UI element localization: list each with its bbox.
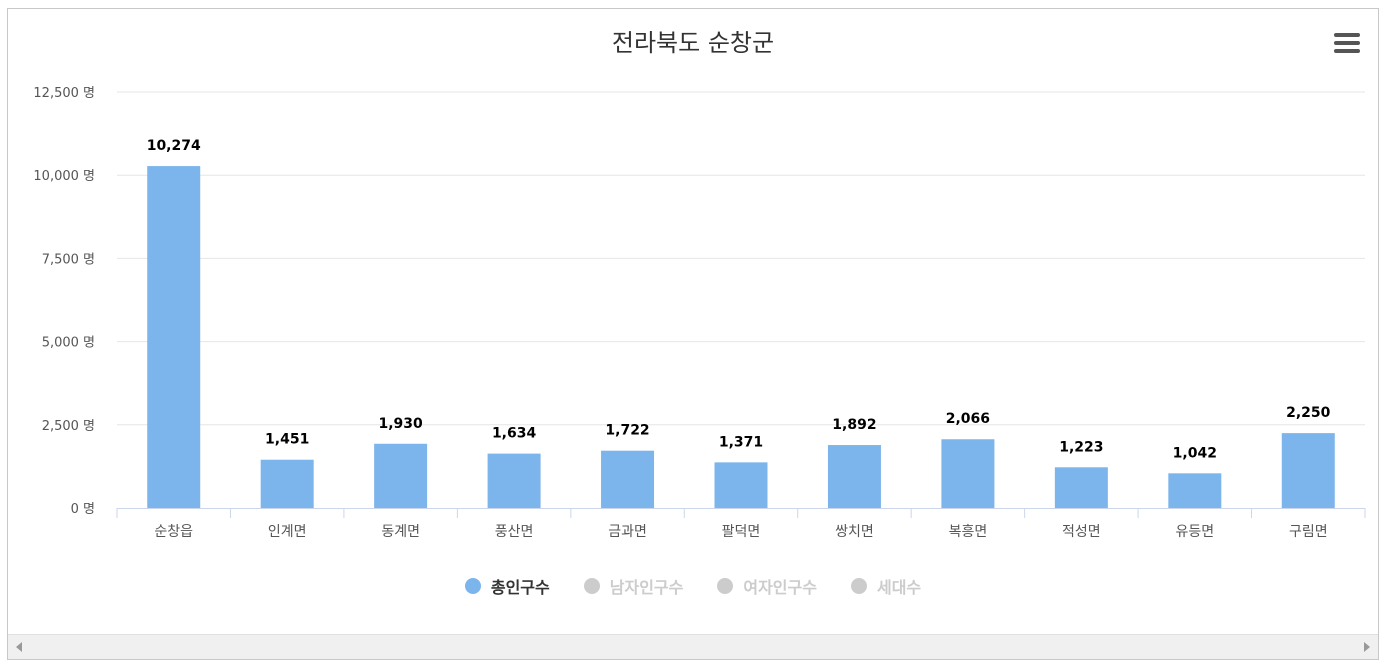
x-tick-label: 인계면 <box>268 524 307 540</box>
x-tick-label: 복흥면 <box>949 524 988 540</box>
x-tick-label: 유등면 <box>1175 524 1214 540</box>
arrow-left-icon[interactable] <box>16 642 22 652</box>
bar[interactable] <box>260 459 314 508</box>
legend-item-total[interactable]: 총인구수 <box>464 574 550 598</box>
legend: 총인구수 남자인구수 여자인구수 세대수 <box>8 574 1378 598</box>
x-tick-label: 순창읍 <box>154 524 193 540</box>
horizontal-scrollbar[interactable] <box>8 634 1378 659</box>
bar[interactable] <box>374 443 428 508</box>
x-tick-label: 적성면 <box>1062 524 1101 540</box>
legend-label: 여자인구수 <box>743 578 817 597</box>
bar[interactable] <box>601 450 655 508</box>
data-label: 2,066 <box>946 411 990 427</box>
data-label: 10,274 <box>147 138 201 154</box>
y-tick-label: 0 명 <box>71 502 95 517</box>
data-label: 2,250 <box>1286 405 1331 421</box>
data-label: 1,930 <box>378 416 423 432</box>
data-label: 1,634 <box>492 426 537 442</box>
legend-label: 세대수 <box>876 578 922 597</box>
chart-title: 전라북도 순창군 <box>611 29 775 57</box>
bars <box>147 166 1335 508</box>
bar[interactable] <box>827 445 881 508</box>
bar[interactable] <box>714 462 768 508</box>
y-tick-label: 5,000 명 <box>42 336 95 351</box>
x-tick-label: 쌍치면 <box>835 524 874 540</box>
bar-chart: 0 명 2,500 명 5,000 명 7,500 명 10,000 명 12,500 명… <box>33 86 1366 540</box>
data-label: 1,892 <box>832 417 876 433</box>
legend-dot-icon <box>850 578 867 594</box>
data-label: 1,722 <box>605 423 649 439</box>
bar[interactable] <box>1281 433 1335 508</box>
x-tick-label: 팔덕면 <box>722 524 761 540</box>
data-label: 1,451 <box>265 432 309 448</box>
grid-lines <box>117 91 1365 426</box>
bar[interactable] <box>487 453 541 508</box>
bar[interactable] <box>1168 473 1222 508</box>
legend-item-female[interactable]: 여자인구수 <box>717 574 817 598</box>
legend-item-male[interactable]: 남자인구수 <box>583 574 684 598</box>
bar[interactable] <box>941 439 995 508</box>
bar[interactable] <box>147 166 201 508</box>
legend-label: 총인구수 <box>490 578 550 597</box>
y-tick-label: 12,500 명 <box>33 86 95 101</box>
x-tick-label: 풍산면 <box>495 524 534 540</box>
x-tick-label: 금과면 <box>608 524 647 540</box>
bar[interactable] <box>1054 467 1108 508</box>
arrow-right-icon[interactable] <box>1364 642 1370 652</box>
y-tick-label: 10,000 명 <box>33 169 95 184</box>
legend-dot-icon <box>717 578 734 594</box>
y-tick-label: 7,500 명 <box>42 252 95 267</box>
y-tick-label: 2,500 명 <box>42 419 95 434</box>
data-labels: 10,274 1,451 1,930 1,634 1,722 1,371 1,892 2,06… <box>147 138 1331 461</box>
legend-label: 남자인구수 <box>609 578 684 597</box>
x-tick-label: 구림면 <box>1289 524 1328 540</box>
x-tick-label: 동계면 <box>381 524 420 540</box>
hamburger-menu-icon[interactable] <box>1334 33 1360 55</box>
data-label: 1,223 <box>1059 439 1103 455</box>
y-axis-ticks: 0 명 2,500 명 5,000 명 7,500 명 10,000 명 12,500 명 <box>33 86 95 517</box>
data-label: 1,042 <box>1173 445 1217 461</box>
legend-dot-icon <box>583 578 600 594</box>
legend-item-households[interactable]: 세대수 <box>850 574 922 598</box>
chart-container: 전라북도 순창군 0 명 2,500 명 5,000 명 7,500 명 10,000 … <box>7 8 1379 660</box>
data-label: 1,371 <box>719 434 763 450</box>
legend-dot-icon <box>464 578 481 594</box>
x-axis: 순창읍 인계면 동계면 풍산면 금과면 팔덕면 쌍치면 복흥면 적성면 유등면 구림면 <box>116 508 1366 540</box>
